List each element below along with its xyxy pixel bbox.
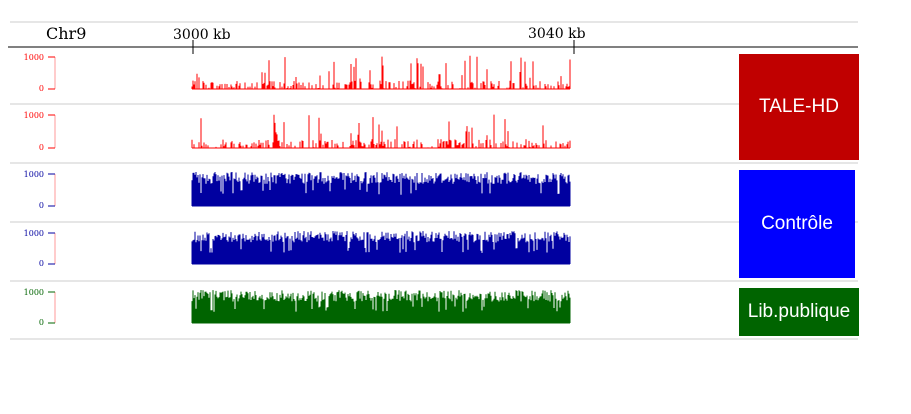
track-3: 1000 0 bbox=[24, 170, 571, 210]
track-y-max-label: 1000 bbox=[24, 53, 44, 62]
track-group: 1000 0 1000 0 1000 0 1000 0 1000 0 bbox=[10, 53, 858, 340]
track-signal bbox=[191, 114, 571, 148]
track-signal bbox=[191, 172, 571, 206]
track-y-max-label: 1000 bbox=[24, 111, 44, 120]
track-1: 1000 0 bbox=[24, 53, 571, 93]
track-signal bbox=[191, 290, 571, 323]
track-y-max-label: 1000 bbox=[24, 170, 44, 179]
tale-hd-group-label: TALE-HD bbox=[739, 54, 859, 160]
ruler-tick-label-3040: 3040 kb bbox=[528, 26, 586, 42]
track-2: 1000 0 bbox=[24, 111, 571, 152]
track-y-max-label: 1000 bbox=[24, 229, 44, 238]
lib-publique-group-label: Lib.publique bbox=[739, 288, 859, 336]
track-5: 1000 0 bbox=[24, 288, 571, 327]
ruler-tick-label-3000: 3000 kb bbox=[173, 27, 231, 43]
track-signal bbox=[191, 55, 571, 89]
chromosome-label: Chr9 bbox=[46, 24, 86, 43]
track-4: 1000 0 bbox=[24, 229, 571, 268]
track-y-min-label: 0 bbox=[39, 143, 44, 152]
track-y-min-label: 0 bbox=[39, 259, 44, 268]
track-y-max-label: 1000 bbox=[24, 288, 44, 297]
track-y-min-label: 0 bbox=[39, 84, 44, 93]
track-y-min-label: 0 bbox=[39, 318, 44, 327]
track-y-min-label: 0 bbox=[39, 201, 44, 210]
controle-group-label: Contrôle bbox=[739, 170, 855, 278]
track-signal bbox=[191, 231, 571, 264]
